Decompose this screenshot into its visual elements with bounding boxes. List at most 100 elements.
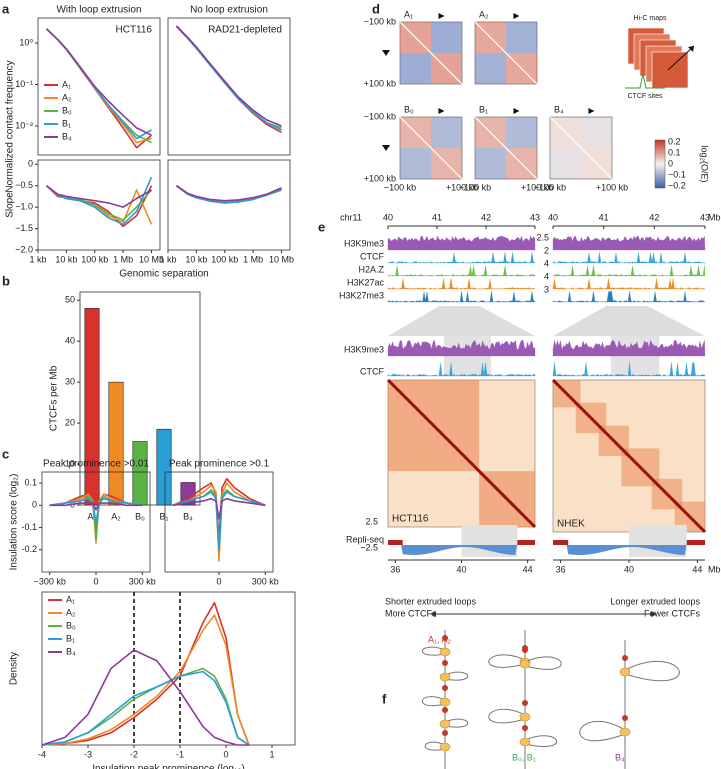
arrowhead <box>688 46 694 52</box>
legend-label: B₀ <box>66 620 76 630</box>
repli-early <box>553 540 569 545</box>
line-series <box>45 176 153 226</box>
chart-title: With loop extrusion <box>56 5 141 16</box>
label: H3K9me3 <box>344 344 384 354</box>
label: 4 <box>544 258 549 268</box>
label: 4 <box>544 271 549 281</box>
ctcf <box>522 700 528 706</box>
y-axis-label: Slope <box>5 192 16 218</box>
loop <box>444 671 468 681</box>
heatmap-quadrant <box>431 117 462 148</box>
line-series <box>41 649 249 746</box>
line-series <box>49 493 143 529</box>
cohesin <box>619 667 631 677</box>
label: +100 kb <box>364 78 396 88</box>
heatmap-quadrant <box>506 22 537 53</box>
heatmap-quadrant <box>400 148 431 179</box>
label: −0.2 <box>668 180 686 190</box>
signal-track <box>552 339 706 357</box>
y-tick-label: 20 <box>65 417 75 427</box>
x-tick-label: -2 <box>130 749 138 759</box>
cohesin <box>439 647 451 657</box>
label: Longer extruded loops <box>610 596 700 606</box>
label: 0 <box>668 158 673 168</box>
arrowhead <box>588 108 595 114</box>
zoom-shade <box>553 306 705 336</box>
loop <box>524 735 557 747</box>
loop <box>488 654 526 668</box>
repli-early <box>517 540 535 545</box>
x-tick-label: -1 <box>176 749 184 759</box>
ctcf <box>442 730 448 736</box>
label: Mb <box>708 564 721 574</box>
label: 2.5 <box>536 232 549 242</box>
y-axis-label: Insulation score (log₂) <box>9 474 20 571</box>
plot-frame <box>37 159 161 251</box>
signal-track <box>387 278 536 290</box>
x-tick-label: -3 <box>84 749 92 759</box>
x-tick-label: 300 kb <box>129 576 156 586</box>
label: 43 <box>530 212 540 222</box>
label: A₁ <box>404 9 413 19</box>
signal-track <box>552 235 706 251</box>
legend-label: B₁ <box>62 118 71 128</box>
y-tick-label: −1.0 <box>15 202 33 212</box>
cohesin <box>519 712 531 722</box>
legend-label: B₀ <box>62 105 72 115</box>
label: −0.1 <box>668 169 686 179</box>
line-series <box>175 25 282 127</box>
y-tick-label: 40 <box>65 336 75 346</box>
bar <box>132 441 148 506</box>
x-tick-label: 10 Mb <box>269 254 294 264</box>
label: 42 <box>481 212 491 222</box>
annotation: HCT116 <box>116 25 153 36</box>
signal-track <box>387 265 536 277</box>
label: 40 <box>456 564 466 574</box>
label: Hi-C maps <box>633 15 667 22</box>
y-tick-label: 10⁰ <box>19 37 33 47</box>
heatmap-quadrant <box>431 22 462 53</box>
legend-label: B₄ <box>66 646 76 656</box>
signal-track <box>387 235 536 251</box>
line-series <box>49 493 143 544</box>
ctcf <box>622 655 628 661</box>
label: 2 <box>544 245 549 255</box>
line-series <box>41 601 250 746</box>
label: 0.1 <box>668 147 681 157</box>
ctcf <box>442 685 448 691</box>
label: B₄ <box>554 104 564 114</box>
line-series <box>49 497 143 524</box>
ctcf <box>442 660 448 666</box>
label: 36 <box>390 564 400 574</box>
x-tick-label: B₁ <box>159 511 168 521</box>
heatmap-quadrant <box>475 53 506 84</box>
label: −100 kb <box>364 16 396 26</box>
label: 2.5 <box>365 516 378 526</box>
y-tick-label: 50 <box>65 295 75 305</box>
legend-label: A₂ <box>62 92 72 102</box>
signal-track <box>552 265 706 277</box>
x-tick-label: 1 kb <box>159 254 176 264</box>
cohesin <box>519 737 531 747</box>
panel-label: a <box>2 1 10 16</box>
cohesin <box>439 697 451 707</box>
line-series <box>176 185 282 202</box>
label: 40 <box>383 212 393 222</box>
x-tick-label: 0 <box>223 749 228 759</box>
cohesin <box>439 672 451 682</box>
label: +100 kb <box>446 182 478 192</box>
arrowhead <box>382 145 390 151</box>
y-axis-label: Density <box>9 652 20 685</box>
ctcf-peak <box>625 73 665 89</box>
zoom-shade <box>388 306 535 336</box>
signal-track <box>552 362 706 377</box>
panel-label: e <box>318 219 325 234</box>
chart-title: Peak prominence >0.01 <box>43 459 149 470</box>
y-axis-label: Normalized contact frequency <box>5 60 16 192</box>
line-series <box>172 491 266 551</box>
plot-frame <box>167 159 291 251</box>
x-tick-label: 10 kb <box>185 254 207 264</box>
label: −100 kb <box>364 111 396 121</box>
